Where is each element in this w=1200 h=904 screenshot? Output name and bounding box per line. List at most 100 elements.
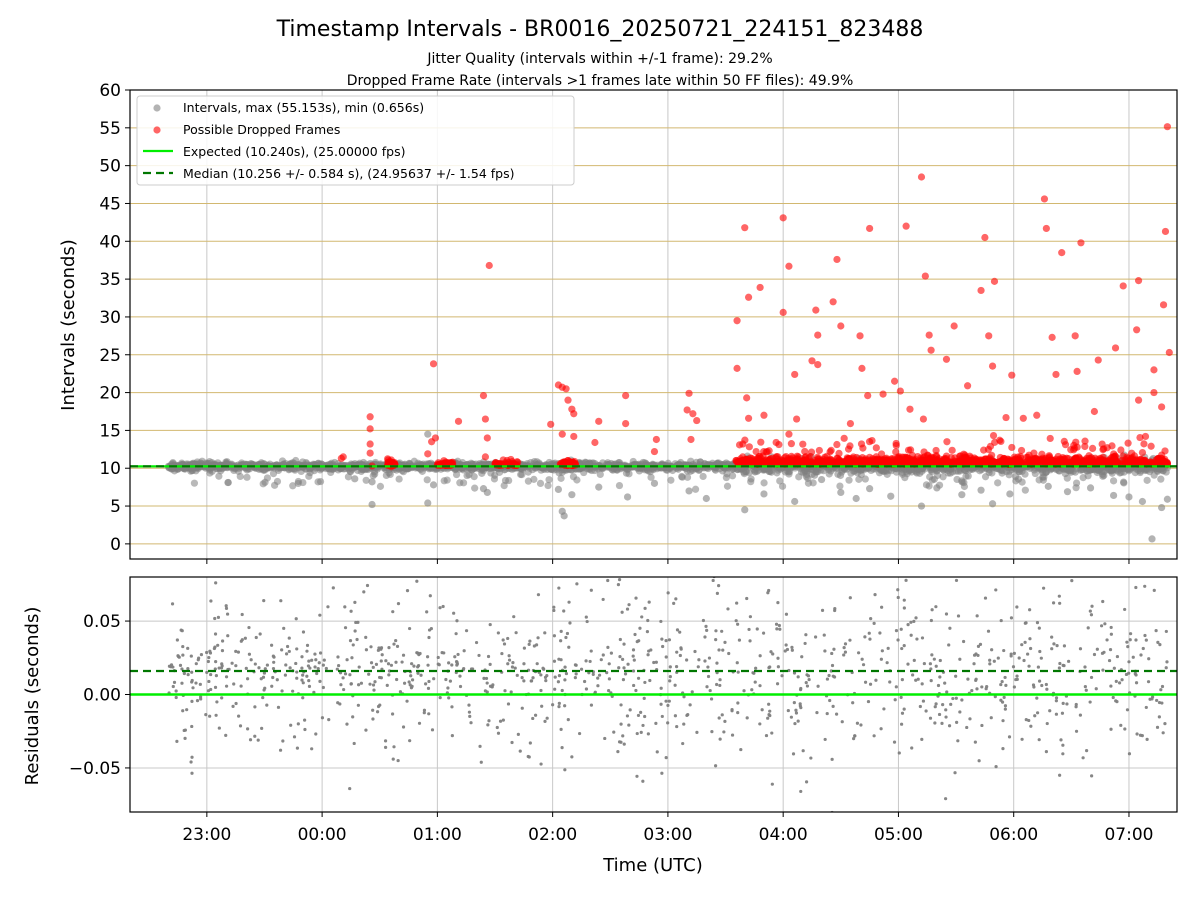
residual-point <box>901 712 904 715</box>
residual-point <box>216 644 219 647</box>
interval-point <box>923 481 930 488</box>
interval-point <box>471 485 478 492</box>
residual-point <box>951 697 954 700</box>
dropped-frame-point <box>571 458 578 465</box>
residual-point <box>1050 636 1053 639</box>
residual-point <box>295 677 298 680</box>
interval-point <box>845 477 852 484</box>
dropped-frame-point <box>833 256 840 263</box>
residual-point <box>1042 587 1045 590</box>
residual-point <box>1163 722 1166 725</box>
residual-point <box>873 734 876 737</box>
residual-point <box>456 653 459 656</box>
residual-point <box>621 611 624 614</box>
residual-point <box>988 662 991 665</box>
residual-point <box>622 678 625 681</box>
dropped-frame-point <box>743 394 750 401</box>
residual-point <box>944 715 947 718</box>
residual-point <box>663 554 666 557</box>
residual-point <box>208 715 211 718</box>
residual-point <box>710 730 713 733</box>
interval-point <box>595 484 602 491</box>
dropped-frame-point <box>1089 445 1096 452</box>
residual-point <box>540 705 543 708</box>
dropped-frame-point <box>830 298 837 305</box>
residual-point <box>276 678 279 681</box>
residual-point <box>832 648 835 651</box>
residual-point <box>768 710 771 713</box>
residual-point <box>1145 639 1148 642</box>
residual-point <box>667 591 670 594</box>
residual-point <box>372 689 375 692</box>
residual-point <box>489 663 492 666</box>
residual-point <box>175 740 178 743</box>
residual-point <box>355 638 358 641</box>
residual-point <box>1067 660 1070 663</box>
top-points <box>165 123 1173 542</box>
interval-point <box>530 476 537 483</box>
residual-point <box>195 662 198 665</box>
interval-point <box>570 473 577 480</box>
residual-point <box>749 615 752 618</box>
residual-point <box>1055 815 1058 818</box>
residual-point <box>321 716 324 719</box>
residual-point <box>903 708 906 711</box>
residual-point <box>666 721 669 724</box>
residual-point <box>291 690 294 693</box>
interval-point <box>887 493 894 500</box>
residual-point <box>682 722 685 725</box>
residual-point <box>626 714 629 717</box>
interval-point <box>368 478 375 485</box>
residual-point <box>1013 652 1016 655</box>
residual-point <box>373 680 376 683</box>
top-y-tick-label: 45 <box>99 194 121 214</box>
residual-point <box>468 711 471 714</box>
dropped-frame-point <box>1150 389 1157 396</box>
residual-point <box>747 628 750 631</box>
dropped-frame-point <box>991 278 998 285</box>
residual-point <box>296 746 299 749</box>
interval-point <box>766 468 773 475</box>
residual-point <box>990 716 993 719</box>
residual-point <box>1093 653 1096 656</box>
interval-point <box>677 459 684 466</box>
residual-point <box>221 639 224 642</box>
interval-point <box>1110 477 1117 484</box>
residual-point <box>913 659 916 662</box>
residual-point <box>618 578 621 581</box>
residual-point <box>814 635 817 638</box>
dropped-frame-point <box>793 415 800 422</box>
residual-point <box>758 722 761 725</box>
residual-point <box>255 636 258 639</box>
residual-point <box>899 553 902 556</box>
residual-point <box>1061 712 1064 715</box>
residual-point <box>737 671 740 674</box>
residual-point <box>487 719 490 722</box>
residual-point <box>815 711 818 714</box>
interval-point <box>616 482 623 489</box>
residual-point <box>955 697 958 700</box>
residual-point <box>809 535 812 538</box>
interval-point <box>893 469 900 476</box>
dropped-frame-point <box>985 332 992 339</box>
residual-point <box>1139 653 1142 656</box>
residual-point <box>293 735 296 738</box>
residual-point <box>574 663 577 666</box>
residual-point <box>935 665 938 668</box>
residual-point <box>954 675 957 678</box>
residual-point <box>1013 685 1016 688</box>
residual-point <box>718 678 721 681</box>
legend-entry-label: Possible Dropped Frames <box>183 122 340 137</box>
residual-point <box>418 722 421 725</box>
residual-point <box>637 677 640 680</box>
residual-point <box>1165 666 1168 669</box>
residual-point <box>561 689 564 692</box>
residual-point <box>348 673 351 676</box>
dropped-frame-point <box>559 431 566 438</box>
dropped-frame-point <box>484 434 491 441</box>
residual-point <box>923 662 926 665</box>
residual-point <box>934 605 937 608</box>
dropped-frame-point <box>980 447 987 454</box>
residual-point <box>249 738 252 741</box>
residual-point <box>738 639 741 642</box>
